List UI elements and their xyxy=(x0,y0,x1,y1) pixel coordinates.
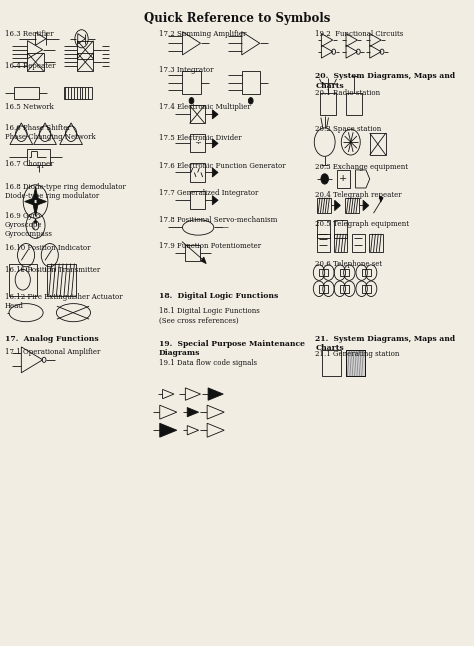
Text: 17.4 Electronic Multiplier: 17.4 Electronic Multiplier xyxy=(159,103,251,111)
Bar xyxy=(190,134,205,152)
Circle shape xyxy=(189,98,194,104)
Bar xyxy=(190,191,205,209)
Bar xyxy=(27,53,44,71)
Bar xyxy=(77,53,93,71)
Polygon shape xyxy=(208,388,223,401)
Text: 17.6 Electronic Function Generator: 17.6 Electronic Function Generator xyxy=(159,162,285,169)
Bar xyxy=(334,220,347,238)
Bar xyxy=(242,71,260,94)
Text: 20.3 Exchange equipment: 20.3 Exchange equipment xyxy=(315,163,408,171)
Text: 17.  Analog Functions: 17. Analog Functions xyxy=(5,335,99,342)
Text: 16.5 Network: 16.5 Network xyxy=(5,103,54,111)
Bar xyxy=(370,133,386,155)
Polygon shape xyxy=(379,196,383,202)
Text: 16.7 Chopper: 16.7 Chopper xyxy=(5,160,53,168)
Bar xyxy=(362,269,371,276)
Bar xyxy=(182,71,201,94)
Polygon shape xyxy=(187,426,199,435)
Bar xyxy=(340,269,349,276)
Bar xyxy=(322,350,341,376)
Polygon shape xyxy=(212,110,218,119)
Text: 17.5 Electronic Divider: 17.5 Electronic Divider xyxy=(159,134,241,141)
Polygon shape xyxy=(33,187,38,200)
Text: Quick Reference to Symbols: Quick Reference to Symbols xyxy=(144,12,330,25)
Bar xyxy=(346,350,365,376)
Bar xyxy=(319,269,328,276)
Bar xyxy=(317,220,330,238)
Bar xyxy=(47,264,76,296)
Bar xyxy=(346,350,365,376)
Text: 19.1 Data flow code signals: 19.1 Data flow code signals xyxy=(159,359,257,367)
Text: 16.3 Rectifier: 16.3 Rectifier xyxy=(5,30,54,37)
Polygon shape xyxy=(163,390,174,399)
Bar xyxy=(320,93,336,115)
Polygon shape xyxy=(212,139,218,148)
Bar xyxy=(362,285,371,293)
Text: 20.2 Space station: 20.2 Space station xyxy=(315,125,382,133)
Text: 16.9 Gyro
Gyroscope
Gyrocompass: 16.9 Gyro Gyroscope Gyrocompass xyxy=(5,212,53,238)
Polygon shape xyxy=(160,405,177,419)
Bar xyxy=(317,198,331,213)
Polygon shape xyxy=(212,196,218,205)
Polygon shape xyxy=(160,423,177,437)
Text: 18.1 Digital Logic Functions
(See cross references): 18.1 Digital Logic Functions (See cross … xyxy=(159,307,260,325)
Polygon shape xyxy=(187,408,199,417)
Text: ÷: ÷ xyxy=(194,139,201,147)
Text: 17.2 Summing Amplifier: 17.2 Summing Amplifier xyxy=(159,30,246,37)
Polygon shape xyxy=(335,200,340,211)
Bar xyxy=(14,87,39,99)
Polygon shape xyxy=(201,257,206,264)
Polygon shape xyxy=(363,200,369,211)
Text: 16.8 Diode-type ring demodulator
Diode-type ring modulator: 16.8 Diode-type ring demodulator Diode-t… xyxy=(5,183,126,200)
Bar xyxy=(340,285,349,293)
Bar xyxy=(27,149,50,165)
Text: 20.1 Radio station: 20.1 Radio station xyxy=(315,89,380,97)
Circle shape xyxy=(321,174,328,184)
Text: 20.6 Telephone set: 20.6 Telephone set xyxy=(315,260,383,267)
Bar xyxy=(369,234,383,252)
Text: 20.  System Diagrams, Maps and
Charts: 20. System Diagrams, Maps and Charts xyxy=(315,72,456,90)
Text: 21.  System Diagrams, Maps and
Charts: 21. System Diagrams, Maps and Charts xyxy=(315,335,456,352)
Bar xyxy=(319,285,328,293)
Polygon shape xyxy=(37,198,46,205)
Text: 20.4 Telegraph repeater: 20.4 Telegraph repeater xyxy=(315,191,402,199)
Polygon shape xyxy=(185,388,201,401)
Text: 17.1 Operational Amplifier: 17.1 Operational Amplifier xyxy=(5,348,100,355)
Text: 16.12 Fire Extinguisher Actuator
Head: 16.12 Fire Extinguisher Actuator Head xyxy=(5,293,122,311)
Text: 20.5 Telegraph equipment: 20.5 Telegraph equipment xyxy=(315,220,409,227)
Text: +: + xyxy=(339,174,347,183)
Text: 18.  Digital Logic Functions: 18. Digital Logic Functions xyxy=(159,292,278,300)
Text: 17.8 Positional Servo-mechanism: 17.8 Positional Servo-mechanism xyxy=(159,216,277,224)
Bar xyxy=(346,93,362,115)
Text: 16.6 Phase Shifter
Phase-Changing Network: 16.6 Phase Shifter Phase-Changing Networ… xyxy=(5,124,95,141)
Text: 21.1 Generating station: 21.1 Generating station xyxy=(315,350,400,358)
Bar xyxy=(334,234,347,252)
Bar xyxy=(337,170,350,188)
Bar xyxy=(185,245,200,261)
Text: 16.4 Repeater: 16.4 Repeater xyxy=(5,62,55,70)
Polygon shape xyxy=(207,405,224,419)
Circle shape xyxy=(248,98,253,104)
Polygon shape xyxy=(207,423,224,437)
Polygon shape xyxy=(34,219,37,223)
Bar xyxy=(317,234,330,252)
Bar xyxy=(352,234,365,252)
Bar xyxy=(9,264,37,296)
Polygon shape xyxy=(33,203,38,216)
Text: 19.  Special Purpose Maintenance
Diagrams: 19. Special Purpose Maintenance Diagrams xyxy=(159,340,305,357)
Text: 19.2  Functional Circuits: 19.2 Functional Circuits xyxy=(315,30,403,37)
Text: 17.7 Generalized Integrator: 17.7 Generalized Integrator xyxy=(159,189,258,197)
Bar xyxy=(77,41,93,59)
Text: 17.3 Integrator: 17.3 Integrator xyxy=(159,66,213,74)
Bar xyxy=(190,163,205,182)
Polygon shape xyxy=(25,198,34,205)
Text: 17.9 Function Potentiometer: 17.9 Function Potentiometer xyxy=(159,242,261,250)
Text: 16.11 Position Transmitter: 16.11 Position Transmitter xyxy=(5,266,100,274)
Bar xyxy=(190,105,205,123)
Bar xyxy=(345,198,359,213)
Text: 16.10 Position Indicator: 16.10 Position Indicator xyxy=(5,244,90,252)
Bar xyxy=(64,87,92,99)
Polygon shape xyxy=(212,168,218,177)
